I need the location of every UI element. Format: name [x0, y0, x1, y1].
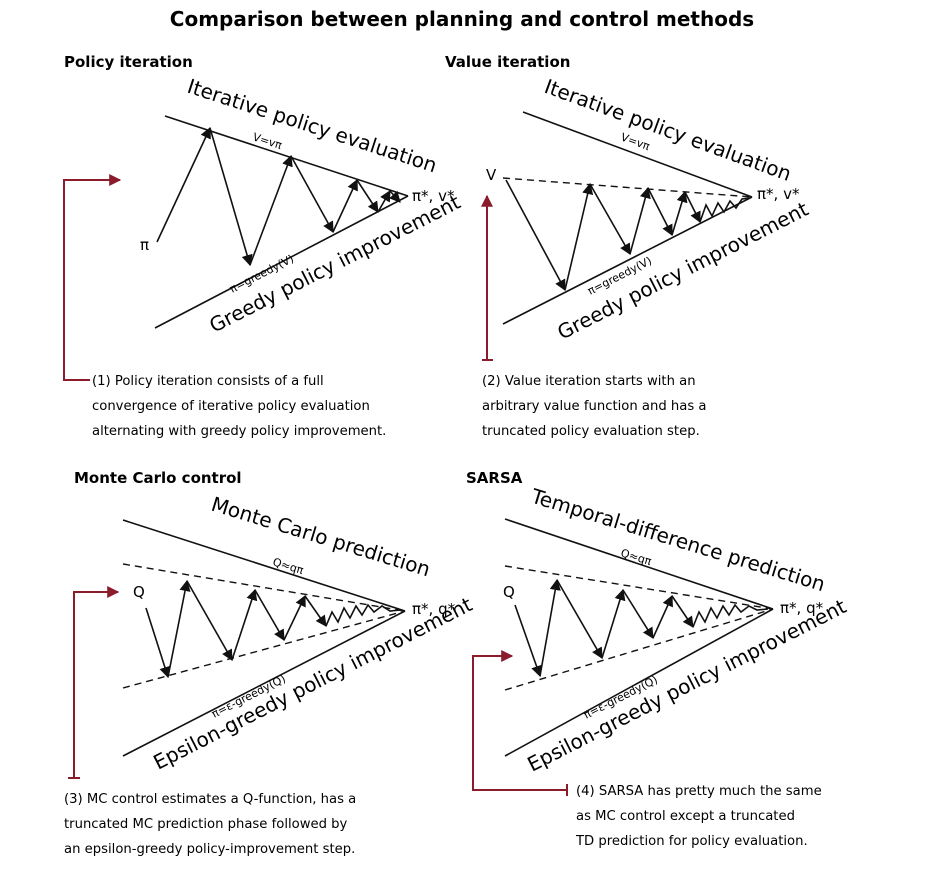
zigzag-arrows: [505, 179, 751, 291]
top-line-label: Iterative policy evaluation: [184, 74, 440, 177]
improvement-line: [154, 195, 409, 329]
q-upper-dashed: [504, 565, 774, 610]
svg-text:alternating with greedy policy: alternating with greedy policy improveme…: [92, 424, 386, 439]
svg-text:arbitrary value function and h: arbitrary value function and has a: [482, 399, 707, 414]
svg-text:truncated MC prediction phase: truncated MC prediction phase followed b…: [64, 817, 348, 832]
end-label: π*, q*: [780, 599, 824, 617]
top-line-sub: Q≈qπ: [619, 546, 653, 568]
caption: (1) Policy iteration consists of a full …: [92, 374, 386, 439]
start-label: Q: [133, 583, 145, 601]
caption: (4) SARSA has pretty much the same as MC…: [575, 784, 822, 849]
q-lower-dashed: [504, 608, 774, 691]
zigzag-arrows: [156, 126, 401, 267]
improvement-line: [122, 610, 406, 757]
panel-value-iteration: Value iteration Iterative policy evaluat…: [445, 53, 812, 439]
zigzag-arrows: [145, 579, 401, 679]
zigzag-arrows: [514, 578, 769, 678]
end-label: π*, v*: [412, 187, 455, 205]
start-label: Q: [503, 583, 515, 601]
start-label: V: [486, 166, 497, 184]
prediction-line: [504, 518, 774, 610]
bottom-line-label: Greedy policy improvement: [205, 190, 464, 338]
callout-bracket: [63, 174, 122, 381]
panel-sarsa: SARSA Temporal-difference prediction Q≈q…: [466, 469, 850, 849]
callout-bracket: [472, 650, 567, 791]
svg-text:convergence of iterative polic: convergence of iterative policy evaluati…: [92, 399, 370, 414]
value-dashed-line: [502, 177, 753, 198]
svg-text:(3) MC control estimates a Q-f: (3) MC control estimates a Q-function, h…: [64, 792, 356, 807]
improvement-line: [502, 196, 753, 325]
bottom-line-label: Greedy policy improvement: [553, 197, 812, 345]
svg-text:(4) SARSA has pretty much the: (4) SARSA has pretty much the same: [576, 784, 822, 799]
caption: (3) MC control estimates a Q-function, h…: [64, 792, 356, 857]
svg-text:(2) Value iteration starts wit: (2) Value iteration starts with an: [482, 374, 696, 389]
top-line-label: Temporal-difference prediction: [528, 484, 828, 597]
panel-title: Monte Carlo control: [74, 469, 242, 487]
svg-text:truncated policy evaluation st: truncated policy evaluation step.: [482, 424, 700, 439]
start-label: π: [140, 236, 149, 254]
end-label: π*, q*: [412, 600, 456, 618]
svg-text:as MC control except a truncat: as MC control except a truncated: [576, 809, 795, 824]
panel-monte-carlo-control: Monte Carlo control Monte Carlo predicti…: [64, 469, 476, 857]
page-title: Comparison between planning and control …: [170, 7, 754, 31]
prediction-line: [122, 519, 406, 612]
svg-text:an epsilon-greedy policy-impro: an epsilon-greedy policy-improvement ste…: [64, 842, 355, 857]
caption: (2) Value iteration starts with an arbit…: [482, 374, 707, 439]
svg-text:TD prediction for policy evalu: TD prediction for policy evaluation.: [575, 834, 808, 849]
end-label: π*, v*: [757, 185, 800, 203]
top-line-label: Monte Carlo prediction: [209, 492, 434, 581]
panel-title: Policy iteration: [64, 53, 193, 71]
panel-title: Value iteration: [445, 53, 570, 71]
bottom-line-label: Epsilon-greedy policy improvement: [149, 592, 476, 774]
top-line-label: Iterative policy evaluation: [541, 74, 794, 186]
bottom-line-label: Epsilon-greedy policy improvement: [523, 594, 850, 776]
evaluation-line: [522, 111, 753, 198]
panel-title: SARSA: [466, 469, 523, 487]
svg-text:(1) Policy iteration consists: (1) Policy iteration consists of a full: [92, 374, 324, 389]
panel-policy-iteration: Policy iteration Iterative policy evalua…: [63, 53, 464, 439]
improvement-line: [504, 608, 774, 757]
callout-bracket: [73, 586, 120, 778]
